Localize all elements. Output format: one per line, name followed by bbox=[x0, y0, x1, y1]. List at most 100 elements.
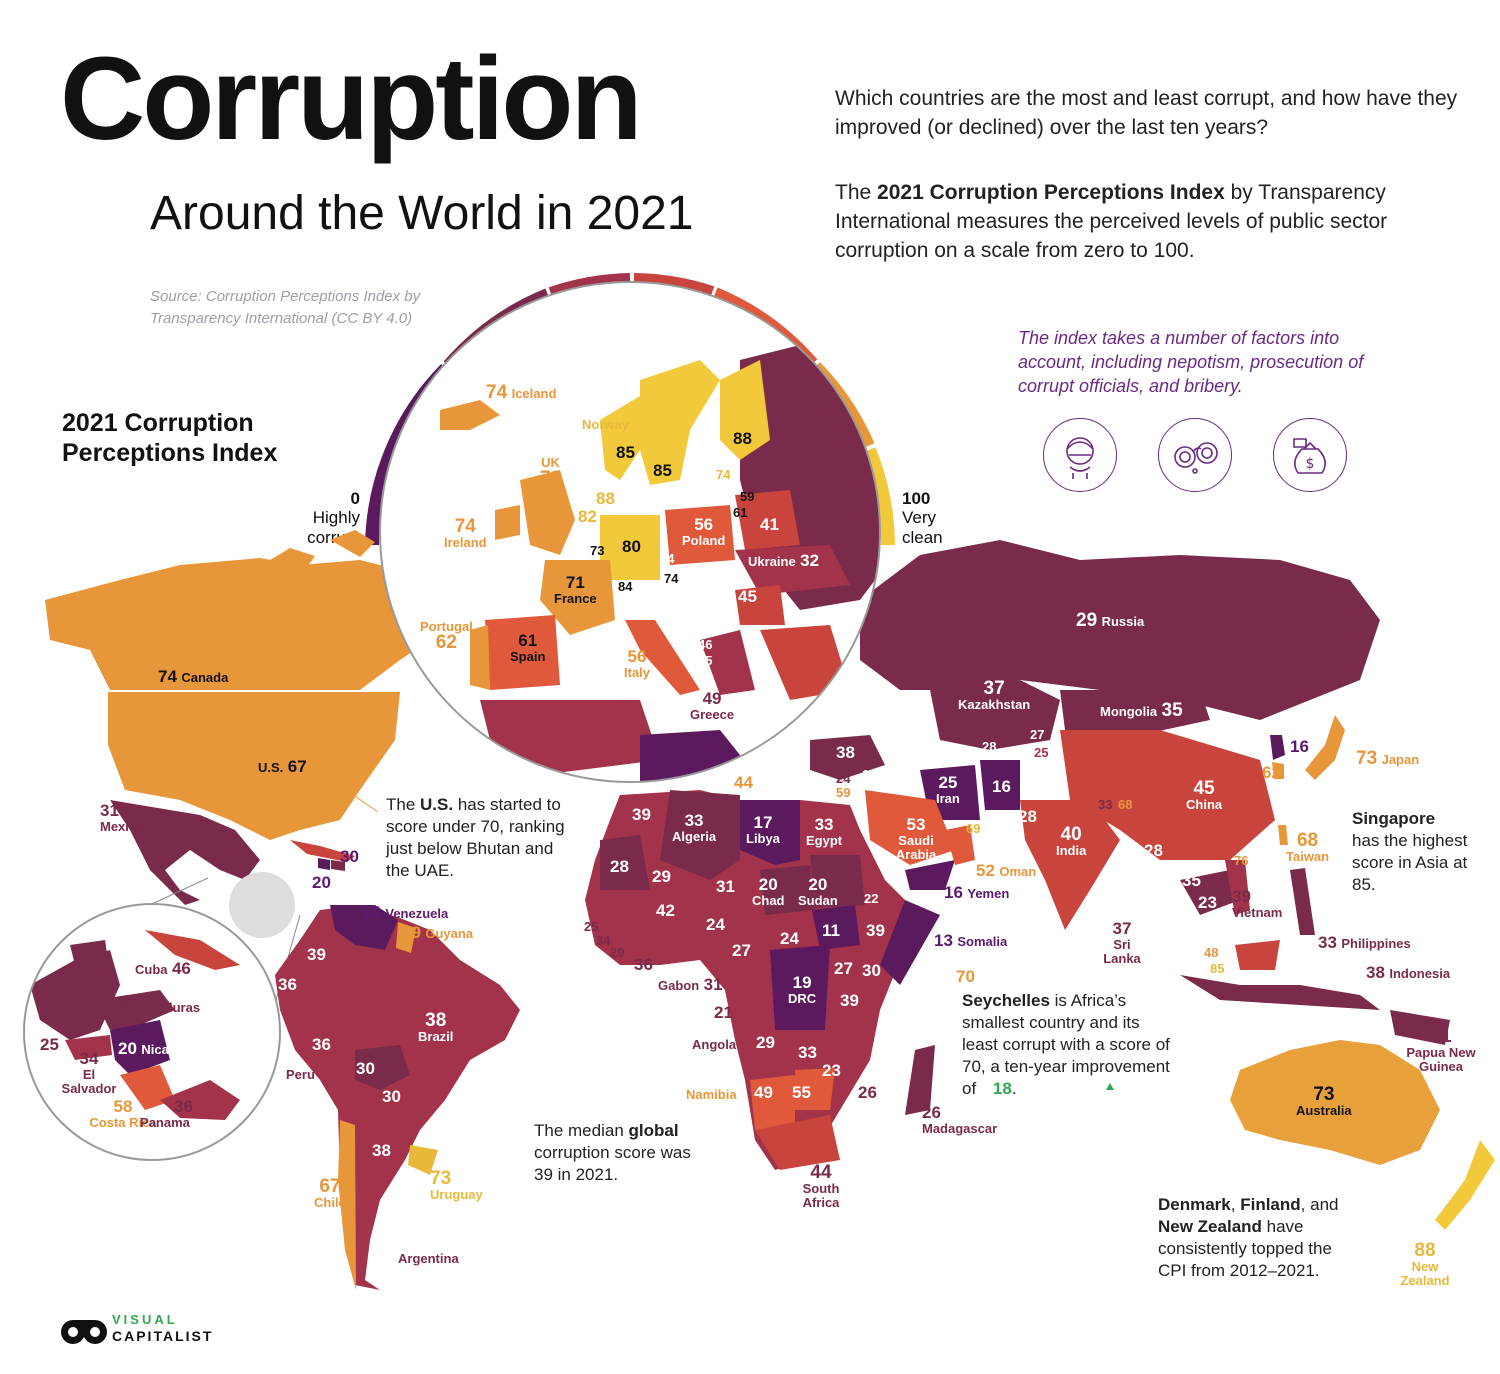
region-somalia bbox=[880, 900, 940, 985]
label-costarica: 58 Costa Rica bbox=[89, 1097, 157, 1130]
label-lebanon: 24 bbox=[836, 771, 851, 786]
label-kyrgyzstan: 27 bbox=[1030, 727, 1045, 742]
label-kazakhstan: 37 Kazakhstan bbox=[958, 678, 1031, 712]
label-morocco: 39 bbox=[632, 805, 651, 824]
label-bulgaria: 42 bbox=[744, 623, 759, 638]
region-morocco bbox=[605, 795, 665, 845]
inset-turkey bbox=[760, 625, 850, 700]
inset-spain bbox=[485, 615, 560, 690]
label-ivorycoast: 36 bbox=[634, 955, 653, 974]
label-somalia: 13 Somalia bbox=[934, 931, 1008, 950]
label-argentina-score: 38 bbox=[372, 1141, 391, 1160]
region-newzealand bbox=[1435, 1140, 1495, 1230]
bribery-money-bag-icon: $ bbox=[1273, 418, 1347, 492]
label-madagascar: 26 Madagascar bbox=[922, 1103, 998, 1136]
region-afghanistan bbox=[980, 760, 1020, 810]
label-tunisia: 44 bbox=[734, 773, 753, 792]
inset-ireland bbox=[495, 505, 520, 540]
legend-title: 2021 Corruption Perceptions Index bbox=[62, 409, 278, 467]
inset-france bbox=[540, 560, 615, 635]
label-belarus: 41 bbox=[760, 515, 779, 534]
label-mexico: 31 Mexico bbox=[100, 801, 145, 834]
label-uk: UK 78 bbox=[540, 455, 562, 489]
label-namibia-score: 49 bbox=[754, 1083, 773, 1102]
label-ukraine: Ukraine 32 bbox=[748, 551, 820, 570]
region-russia bbox=[860, 540, 1380, 720]
inset-nicaragua bbox=[110, 1020, 170, 1075]
region-venezuela bbox=[330, 905, 398, 950]
region-namibia bbox=[750, 1075, 795, 1130]
page-title: Corruption bbox=[60, 33, 643, 165]
label-turkey: 38 bbox=[836, 743, 855, 762]
region-china bbox=[1060, 730, 1275, 860]
region-chad bbox=[760, 865, 815, 915]
region-northkorea bbox=[1270, 735, 1285, 760]
central-america-highlight bbox=[229, 872, 295, 938]
label-elsalvador: 34 El Salvador bbox=[61, 1049, 117, 1096]
seychelles-note: Seychelles is Africa’s smallest country … bbox=[962, 991, 1170, 1098]
label-ethiopia: 39 bbox=[866, 921, 885, 940]
inset-ukraine bbox=[735, 545, 850, 595]
label-croatia: 47 bbox=[658, 609, 673, 624]
label-nicaragua: 20 Nicaragua bbox=[118, 1039, 205, 1058]
inset-norway bbox=[600, 390, 650, 480]
intro-description: The 2021 Corruption Perceptions Index by… bbox=[835, 181, 1388, 262]
region-canada bbox=[45, 558, 430, 690]
label-uae: 69 bbox=[966, 821, 981, 836]
factors-note: The index takes a number of factors into… bbox=[1018, 328, 1364, 396]
label-kenya: 30 bbox=[862, 961, 881, 980]
region-australia bbox=[1230, 1040, 1440, 1165]
label-nigeria: 24 bbox=[706, 915, 725, 934]
label-malaysia: 48 bbox=[1204, 945, 1219, 960]
label-pakistan: 28 bbox=[1018, 807, 1037, 826]
label-japan: 73 Japan bbox=[1356, 748, 1420, 769]
label-paraguay: 30 bbox=[382, 1087, 401, 1106]
inset-mexico bbox=[70, 940, 108, 965]
label-myanmar: 28 bbox=[1144, 841, 1163, 860]
label-hungary: 43 bbox=[696, 581, 711, 596]
label-sweden: 85 bbox=[653, 461, 672, 480]
label-bhutan: 68 bbox=[1118, 797, 1133, 812]
region-south-america bbox=[275, 905, 520, 1290]
label-guyana: 39 Guyana bbox=[402, 923, 474, 942]
region-borneo bbox=[1235, 940, 1280, 970]
region-libya bbox=[740, 800, 800, 865]
label-iceland: 74 Iceland bbox=[486, 382, 557, 403]
label-algeria: 33 Algeria bbox=[672, 811, 717, 844]
label-colombia: 39 bbox=[307, 945, 326, 964]
region-southkorea bbox=[1272, 762, 1284, 779]
label-bosnia: 35 bbox=[690, 607, 705, 622]
label-zambia: 33 bbox=[798, 1043, 817, 1062]
central-america-inset bbox=[24, 904, 280, 1160]
label-chile: 67 Chile bbox=[314, 1176, 346, 1210]
region-madagascar bbox=[905, 1045, 935, 1115]
inset-poland bbox=[665, 505, 735, 565]
label-australia: 73 Australia bbox=[1296, 1084, 1352, 1118]
label-italy: 56 Italy bbox=[624, 647, 651, 680]
inset-elsalvador bbox=[65, 1035, 112, 1060]
label-france: 71 France bbox=[554, 573, 597, 606]
label-peru-score: 36 bbox=[312, 1035, 331, 1054]
label-switzerland: 84 bbox=[618, 579, 633, 594]
label-hongkong: 76 bbox=[1234, 853, 1249, 868]
source-note: Source: Corruption Perceptions Index by … bbox=[150, 288, 421, 327]
inset-guatemala bbox=[30, 950, 120, 1040]
label-uruguay: 73 Uruguay bbox=[430, 1168, 483, 1202]
label-greece: 49 Greece bbox=[690, 689, 735, 722]
label-argentina: Argentina bbox=[398, 1251, 459, 1266]
label-norway-name: Norway bbox=[582, 417, 629, 432]
inset-balkans bbox=[700, 630, 755, 695]
label-egypt: 33 Egypt bbox=[806, 815, 843, 848]
handcuffs-icon bbox=[1158, 418, 1232, 492]
label-taiwan: 68 Taiwan bbox=[1286, 830, 1330, 864]
region-indonesia bbox=[1180, 975, 1380, 1010]
region-drc bbox=[770, 945, 830, 1030]
label-ecuador: 36 bbox=[278, 975, 297, 994]
label-liberia: 29 bbox=[610, 945, 625, 960]
region-sudan bbox=[810, 855, 865, 908]
label-syria: 13 bbox=[862, 767, 877, 782]
region-mauritania bbox=[600, 835, 650, 890]
label-us: U.S. 67 bbox=[258, 757, 307, 776]
label-lithuania: 61 bbox=[733, 505, 748, 520]
singapore-note: Singapore has the highest score in Asia a… bbox=[1352, 809, 1468, 894]
